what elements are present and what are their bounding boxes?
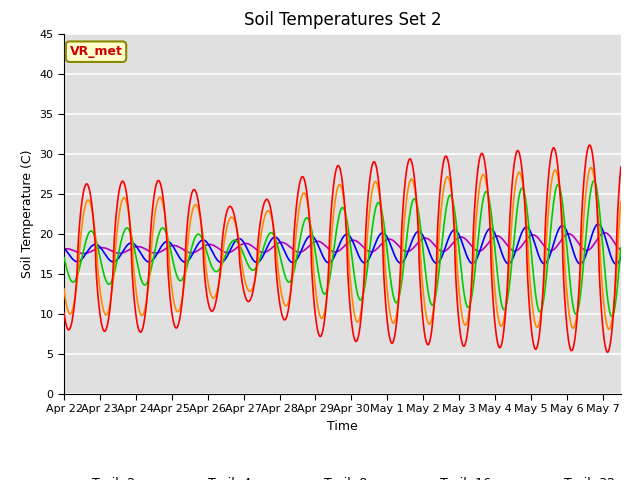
Y-axis label: Soil Temperature (C): Soil Temperature (C): [21, 149, 34, 278]
Text: VR_met: VR_met: [70, 45, 122, 58]
X-axis label: Time: Time: [327, 420, 358, 432]
Legend: Tsoil -2cm, Tsoil -4cm, Tsoil -8cm, Tsoil -16cm, Tsoil -32cm: Tsoil -2cm, Tsoil -4cm, Tsoil -8cm, Tsoi…: [45, 472, 639, 480]
Title: Soil Temperatures Set 2: Soil Temperatures Set 2: [244, 11, 441, 29]
